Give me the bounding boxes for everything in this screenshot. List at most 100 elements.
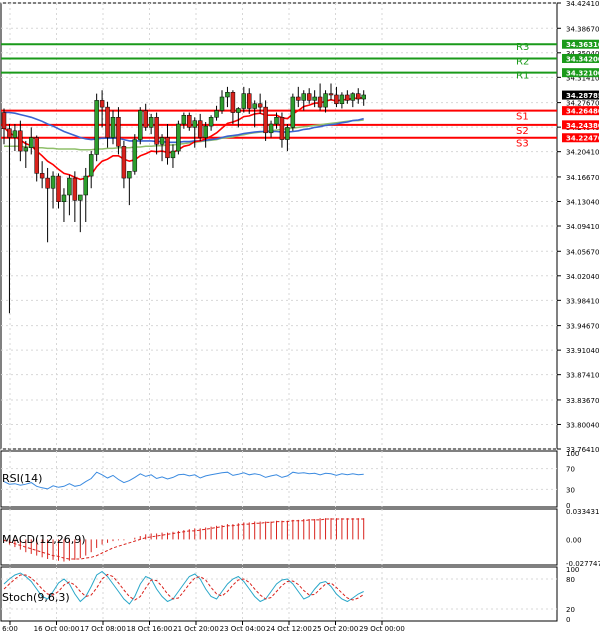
x-axis-tick-label: 21 Oct 20:00	[173, 625, 219, 633]
candle-body	[67, 177, 72, 196]
candle-body	[225, 92, 230, 98]
candle-body	[127, 171, 132, 179]
candle-body	[105, 106, 110, 138]
rsi-panel-frame	[0, 450, 558, 508]
pivot-label-r1: R1	[516, 71, 529, 82]
x-axis-tick-label: 18 Oct 16:00	[127, 625, 173, 633]
candle-body	[78, 194, 83, 201]
candle-body	[203, 125, 208, 138]
pivot-label-s2: S2	[516, 126, 529, 137]
y-axis-tick-label: 34.05670	[566, 248, 599, 256]
y-axis-tick-label: 33.83670	[566, 397, 599, 405]
candle-body	[236, 108, 241, 113]
pivot-price-tag-bg	[562, 106, 599, 116]
rsi-tick-label: 70	[566, 466, 575, 474]
pivot-price-tag: 34.32100	[566, 70, 600, 78]
candle-body	[170, 150, 176, 159]
x-axis-tick-label: 17 Oct 08:00	[80, 625, 126, 633]
candle-body	[252, 103, 257, 109]
candle-body	[219, 96, 225, 111]
candle-body	[317, 96, 323, 108]
current-price-tag: 34.28785	[566, 92, 600, 100]
candle-body	[274, 117, 279, 125]
candle-body	[361, 94, 366, 100]
candle-body	[12, 130, 18, 138]
pivot-price-tag-bg	[562, 39, 599, 49]
candle-body	[268, 123, 274, 134]
ma-mid-line	[4, 111, 364, 144]
pivot-label-s1: S1	[516, 112, 529, 123]
candle-body	[39, 173, 45, 179]
macd-label: MACD(12,26,9)	[2, 533, 86, 546]
ma-slow-line	[4, 119, 364, 151]
pivot-price-tag: 34.26480	[566, 108, 600, 116]
macd-panel-frame	[0, 508, 558, 566]
candle-body	[110, 117, 116, 138]
candle-body	[45, 177, 50, 189]
pivot-price-tag-bg	[562, 133, 599, 143]
candle-body	[165, 137, 170, 159]
stoch-main-line	[3, 570, 364, 605]
y-axis-tick-label: 34.31410	[566, 74, 599, 82]
macd-tick-label: 0.033431	[566, 508, 599, 516]
x-axis-tick-label: 25 Oct 20:00	[313, 625, 359, 633]
rsi-tick-label: 100	[566, 450, 579, 458]
candle-body	[290, 96, 296, 128]
candle-body	[214, 110, 219, 118]
x-axis-tick-label: 24 Oct 12:00	[266, 625, 312, 633]
candle-body	[1, 112, 7, 130]
candle-body	[241, 93, 247, 109]
pivot-price-tag: 34.36310	[566, 41, 600, 49]
candle-body	[339, 94, 345, 105]
candle-body	[72, 177, 78, 201]
candle-body	[159, 137, 165, 145]
candle-body	[306, 93, 312, 101]
y-axis-tick-label: 34.38670	[566, 25, 599, 33]
macd-tick-label: -0.027747	[566, 560, 600, 568]
x-axis-tick-label: 23 Oct 04:00	[220, 625, 266, 633]
candle-body	[23, 147, 29, 152]
candle-body	[83, 175, 88, 196]
candle-body	[88, 154, 94, 177]
y-axis-tick-label: 33.87410	[566, 372, 599, 380]
y-axis-tick-label: 33.98410	[566, 297, 599, 305]
stoch-tick-label: 80	[566, 576, 575, 584]
pivot-price-tag: 34.22470	[566, 135, 600, 143]
candle-body	[61, 194, 67, 202]
x-axis-tick-label: 29 Oct 00:00	[359, 625, 405, 633]
x-axis-tick-label: 6:00	[2, 625, 18, 633]
stoch-tick-label: 20	[566, 606, 575, 614]
y-axis-tick-label: 34.09410	[566, 223, 599, 231]
y-axis-tick-label: 34.27670	[566, 100, 599, 108]
y-axis-tick-label: 33.91040	[566, 347, 599, 355]
candle-body	[138, 110, 143, 140]
candle-body	[121, 146, 127, 179]
candle-body	[230, 92, 236, 113]
candle-body	[285, 127, 290, 140]
candle-body	[29, 137, 34, 148]
y-axis-tick-label: 33.94670	[566, 323, 599, 331]
candle-body	[323, 93, 328, 108]
candle-body	[148, 117, 154, 128]
pivot-price-tag: 34.24380	[566, 122, 600, 130]
macd-signal-line	[3, 518, 364, 560]
candle-body	[312, 96, 317, 101]
y-axis-tick-label: 33.76410	[566, 446, 599, 454]
pivot-label-s3: S3	[516, 139, 529, 150]
candle-body	[247, 93, 252, 109]
y-axis-tick-label: 34.02040	[566, 273, 599, 281]
candle-body	[116, 117, 121, 147]
y-axis-tick-label: 34.20410	[566, 149, 599, 157]
macd-tick-label: 0.00	[566, 536, 582, 544]
candle-body	[197, 120, 203, 138]
candle-body	[263, 106, 268, 134]
candle-body	[187, 114, 192, 128]
candle-body	[301, 93, 306, 101]
candle-body	[181, 114, 187, 125]
candle-body	[94, 100, 99, 155]
y-axis-tick-label: 34.13040	[566, 198, 599, 206]
rsi-tick-label: 30	[566, 486, 575, 494]
candle-body	[334, 94, 339, 105]
y-axis-tick-label: 34.16670	[566, 174, 599, 182]
